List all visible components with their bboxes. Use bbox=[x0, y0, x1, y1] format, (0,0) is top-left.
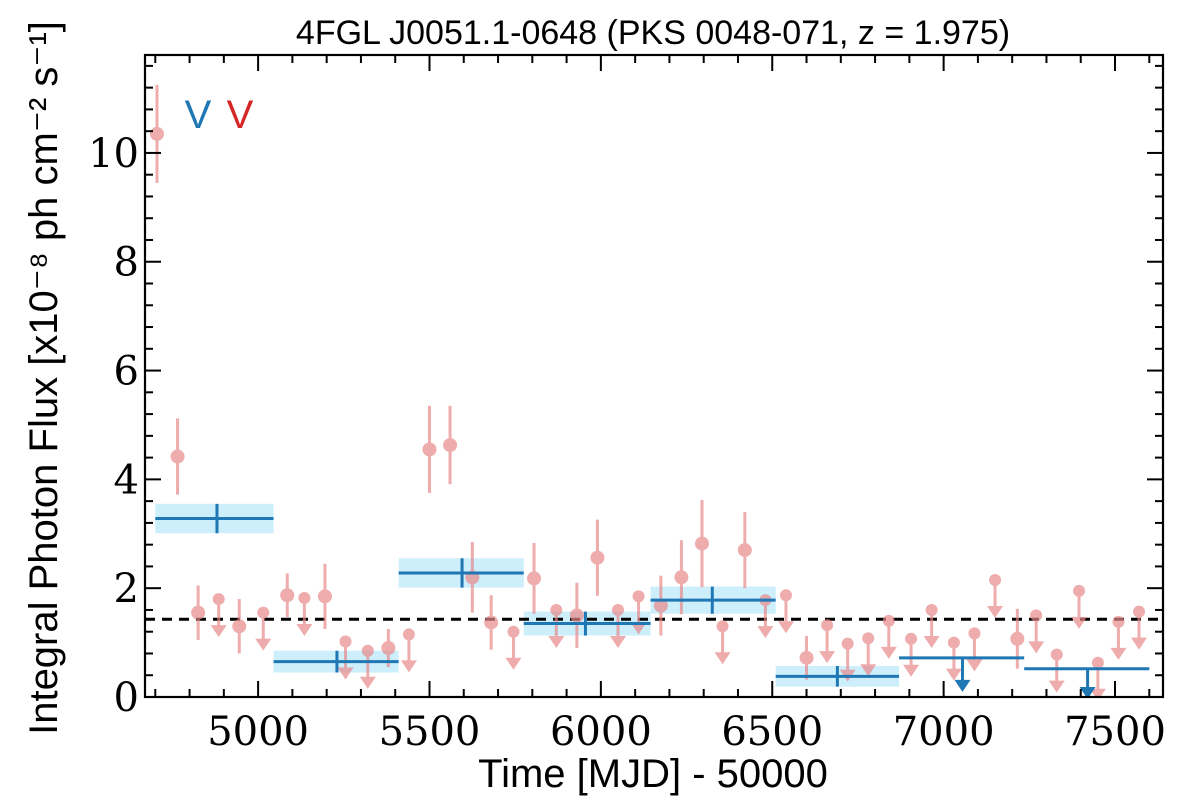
fine-bin-point-0 bbox=[149, 126, 164, 141]
fine-bin-ul-arrow-27 bbox=[1131, 637, 1148, 650]
fine-bin-point-16 bbox=[694, 536, 709, 551]
x-tick-label-7000: 7000 bbox=[893, 709, 995, 755]
fine-bin-ul-arrow-8 bbox=[610, 635, 627, 648]
coarse-bin-ul-arrow-0 bbox=[954, 679, 971, 692]
fine-bin-ul-arrow-2 bbox=[296, 623, 313, 636]
y-tick-label-4: 4 bbox=[114, 457, 139, 503]
fine-bin-ul-arrow-4 bbox=[359, 676, 376, 689]
fine-bin-point-18 bbox=[799, 650, 814, 665]
fine-bin-ul-arrow-21 bbox=[987, 606, 1004, 619]
fine-bin-ul-arrow-17 bbox=[903, 664, 920, 677]
fine-bin-series bbox=[149, 84, 1148, 697]
fine-bin-ul-arrow-19 bbox=[945, 668, 962, 681]
fine-bin-ul-arrow-26 bbox=[1110, 647, 1127, 660]
chart-title: 4FGL J0051.1-0648 (PKS 0048-071, z = 1.9… bbox=[296, 14, 1010, 52]
fine-bin-ul-arrow-18 bbox=[923, 635, 940, 648]
y-tick-label-2: 2 bbox=[114, 566, 139, 612]
x-tick-label-6000: 6000 bbox=[550, 709, 652, 755]
fine-bin-ul-arrow-15 bbox=[860, 664, 877, 677]
x-tick-label-7500: 7500 bbox=[1064, 709, 1166, 755]
fine-bin-point-7 bbox=[422, 442, 437, 457]
plot-area bbox=[145, 84, 1163, 697]
x-tick-label-6500: 6500 bbox=[721, 709, 823, 755]
fine-bin-point-11 bbox=[527, 571, 542, 586]
fine-bin-ul-arrow-16 bbox=[880, 646, 897, 659]
fine-bin-ul-arrow-11 bbox=[757, 626, 774, 639]
y-tick-label-0: 0 bbox=[114, 675, 139, 721]
x-tick-label-5000: 5000 bbox=[207, 709, 309, 755]
legend-entry-0: V bbox=[185, 93, 212, 137]
fine-bin-ul-arrow-1 bbox=[255, 638, 272, 651]
fine-bin-ul-arrow-9 bbox=[630, 622, 647, 635]
fine-bin-point-3 bbox=[232, 619, 247, 634]
coarse-bin-ul-arrow-1 bbox=[1079, 687, 1096, 697]
axes-frame bbox=[143, 53, 1165, 699]
y-tick-label-8: 8 bbox=[114, 240, 139, 286]
fine-bin-ul-arrow-20 bbox=[966, 659, 983, 672]
fine-bin-ul-arrow-23 bbox=[1048, 680, 1065, 693]
fine-bin-point-1 bbox=[170, 449, 185, 464]
fine-bin-ul-arrow-3 bbox=[337, 667, 354, 680]
fine-bin-point-10 bbox=[484, 615, 499, 630]
fine-bin-ul-arrow-10 bbox=[714, 652, 731, 665]
fine-bin-ul-arrow-22 bbox=[1028, 641, 1045, 654]
y-tick-label-6: 6 bbox=[114, 349, 139, 395]
fine-bin-point-5 bbox=[317, 589, 332, 604]
fine-bin-point-15 bbox=[674, 570, 689, 585]
fine-bin-point-12 bbox=[569, 608, 584, 623]
y-axis-label: Integral Photon Flux [x10⁻⁸ ph cm⁻² s⁻¹] bbox=[22, 21, 66, 735]
x-tick-label-5500: 5500 bbox=[379, 709, 481, 755]
fine-bin-ul-arrow-7 bbox=[548, 635, 565, 648]
fine-bin-ul-arrow-12 bbox=[777, 621, 794, 634]
legend-entry-1: V bbox=[227, 93, 254, 137]
fine-bin-point-4 bbox=[280, 588, 295, 603]
fine-bin-ul-arrow-6 bbox=[505, 657, 522, 670]
fine-bin-ul-arrow-0 bbox=[210, 625, 227, 638]
fine-bin-point-6 bbox=[381, 641, 396, 656]
fine-bin-point-2 bbox=[191, 605, 206, 620]
y-tick-label-10: 10 bbox=[88, 131, 139, 177]
fine-bin-point-8 bbox=[443, 438, 458, 453]
fine-bin-ul-arrow-5 bbox=[400, 660, 417, 673]
fine-bin-ul-arrow-25 bbox=[1089, 688, 1106, 697]
fine-bin-ul-arrow-13 bbox=[819, 651, 836, 664]
fine-bin-point-17 bbox=[737, 543, 752, 558]
fine-bin-ul-arrow-24 bbox=[1071, 616, 1088, 629]
fine-bin-point-14 bbox=[653, 598, 668, 613]
x-axis-label: Time [MJD] - 50000 bbox=[478, 752, 828, 796]
fine-bin-point-19 bbox=[1010, 631, 1025, 646]
fine-bin-point-13 bbox=[590, 550, 605, 565]
axes: 5000 5500 6000 6500 7000 7500 0 2 4 6 8 10 bbox=[88, 53, 1166, 755]
